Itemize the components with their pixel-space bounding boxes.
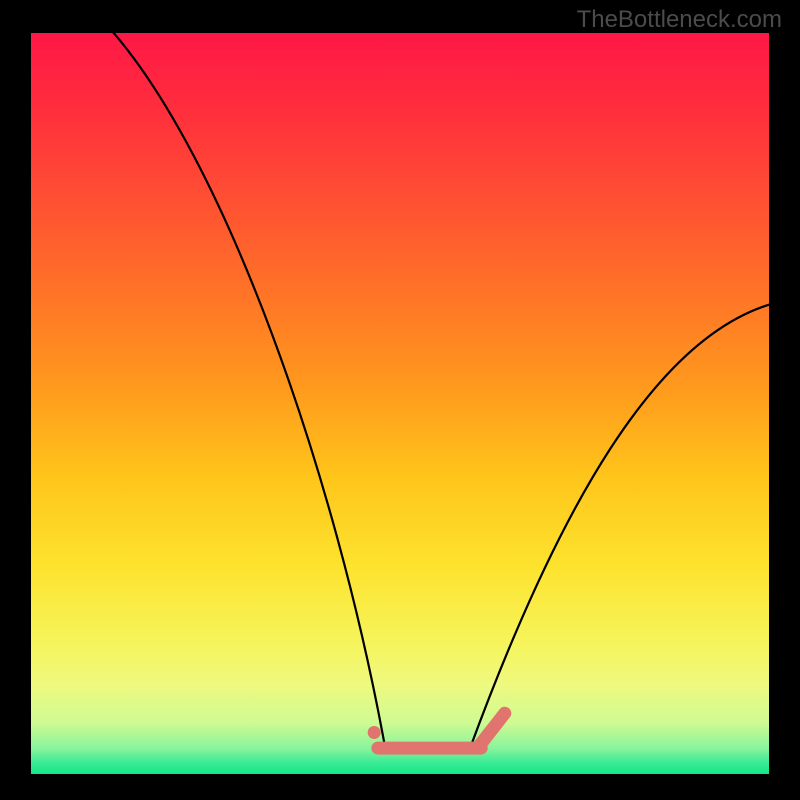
chart-frame [0, 0, 800, 800]
watermark-text: TheBottleneck.com [577, 6, 782, 34]
bottleneck-curve [31, 33, 769, 774]
plot-area [31, 33, 769, 774]
